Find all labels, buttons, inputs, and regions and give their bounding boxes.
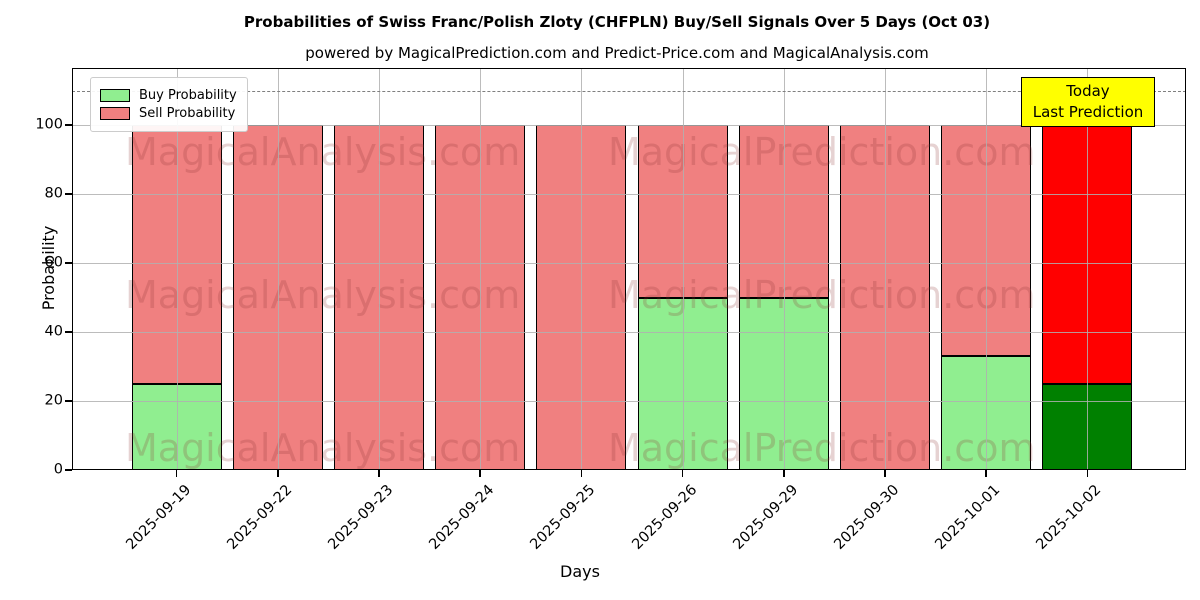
chart-subtitle: powered by MagicalPrediction.com and Pre… [305, 44, 929, 62]
v-gridline [480, 68, 482, 470]
plot-area: MagicalAnalysis.com MagicalPrediction.com… [72, 68, 1186, 470]
legend-sell-label: Sell Probability [139, 106, 236, 121]
y-tick-label: 0 [53, 461, 63, 478]
v-gridline [581, 68, 583, 470]
x-tick-label: 2025-09-24 [426, 482, 498, 553]
v-gridline [682, 68, 684, 470]
watermark-text: MagicalAnalysis.com [124, 425, 521, 470]
today-annotation: Today Last Prediction [1021, 77, 1155, 127]
y-tick-label: 80 [44, 185, 63, 202]
x-tick-label: 2025-09-22 [224, 482, 296, 553]
x-tick-mark [175, 470, 178, 477]
y-tick-label: 60 [44, 254, 63, 271]
y-tick-mark [65, 124, 72, 126]
y-tick-label: 40 [44, 323, 63, 340]
x-tick-label: 2025-09-23 [325, 482, 397, 553]
watermark-text: MagicalPrediction.com [607, 273, 1036, 318]
x-tick-mark [479, 470, 481, 477]
y-tick-mark [65, 193, 72, 195]
y-axis-title: Probability [38, 225, 58, 311]
x-tick-mark [277, 470, 279, 477]
watermark-text: MagicalAnalysis.com [124, 273, 521, 318]
chart-title: Probabilities of Swiss Franc/Polish Zlot… [243, 13, 991, 31]
today-annotation-line2: Last Prediction [1032, 103, 1144, 121]
y-tick-mark [65, 400, 72, 402]
x-tick-mark [1086, 470, 1089, 477]
x-tick-label: 2025-09-25 [527, 482, 599, 553]
x-tick-mark [681, 470, 684, 477]
y-tick-mark [65, 469, 72, 471]
v-gridline [277, 68, 279, 470]
v-gridline [885, 68, 886, 470]
x-tick-mark [783, 470, 785, 477]
x-tick-label: 2025-09-30 [831, 482, 903, 553]
x-tick-label: 2025-09-29 [730, 482, 802, 553]
dashed-threshold-line [72, 90, 1186, 92]
y-tick-label: 100 [35, 116, 63, 133]
x-tick-label: 2025-10-02 [1033, 482, 1105, 553]
x-axis-title: Days [560, 562, 600, 581]
legend-item-buy: Buy Probability [100, 88, 237, 103]
legend: Buy Probability Sell Probability [90, 77, 248, 132]
h-gridline [72, 401, 1186, 403]
x-tick-mark [884, 470, 886, 477]
legend-item-sell: Sell Probability [100, 106, 237, 121]
v-gridline [1087, 68, 1089, 470]
h-gridline [72, 194, 1186, 196]
v-gridline [986, 68, 988, 470]
v-gridline [783, 68, 785, 470]
y-tick-label: 20 [44, 392, 63, 409]
watermark-text: MagicalAnalysis.com [124, 130, 521, 175]
today-annotation-line1: Today [1066, 82, 1110, 100]
x-tick-mark [985, 470, 987, 477]
h-gridline [72, 332, 1186, 334]
watermark-text: MagicalPrediction.com [607, 425, 1036, 470]
x-tick-label: 2025-09-26 [628, 482, 700, 553]
legend-buy-label: Buy Probability [139, 88, 237, 103]
h-gridline [72, 125, 1186, 127]
y-tick-mark [65, 331, 72, 333]
x-tick-mark [378, 470, 380, 477]
v-gridline [379, 68, 380, 470]
watermark-text: MagicalPrediction.com [607, 130, 1036, 175]
h-gridline [72, 263, 1186, 265]
x-tick-label: 2025-10-01 [932, 482, 1004, 553]
y-tick-mark [65, 262, 72, 264]
v-gridline [176, 68, 178, 470]
x-tick-mark [580, 470, 583, 477]
buy-swatch-icon [100, 89, 130, 102]
sell-swatch-icon [100, 107, 130, 120]
x-tick-label: 2025-09-19 [122, 482, 194, 553]
